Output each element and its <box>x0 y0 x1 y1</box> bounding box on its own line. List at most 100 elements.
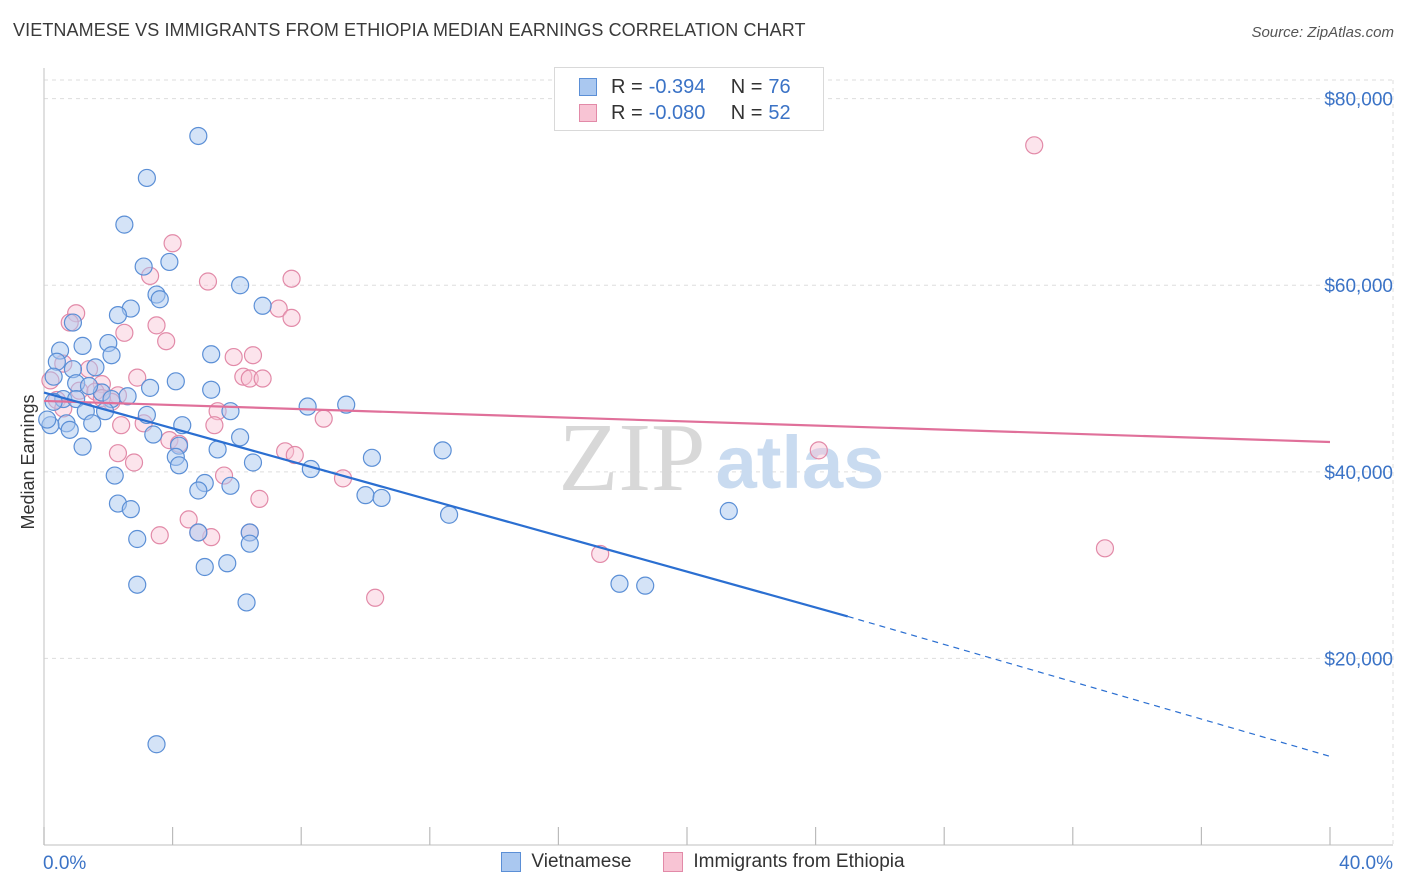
vietnamese-point <box>38 410 57 429</box>
vietnamese-point <box>115 215 134 234</box>
vietnamese-point <box>63 313 83 332</box>
ethiopia-point <box>108 444 128 463</box>
legend-n-value: 76 <box>768 75 791 98</box>
ethiopia-point <box>163 234 182 253</box>
ethiopia-point <box>205 416 224 435</box>
vietnamese-point <box>240 534 259 553</box>
vietnamese-point <box>147 735 166 754</box>
vietnamese-point <box>195 557 214 577</box>
correlation-legend: R = -0.394 N = 76 R = -0.080 N = 52 <box>554 67 824 131</box>
legend-n-value: 52 <box>768 101 791 124</box>
legend-swatch-vietnamese <box>501 852 522 872</box>
legend-swatch-ethiopia <box>663 852 684 872</box>
legend-item-vietnamese[interactable]: Vietnamese <box>501 851 631 873</box>
vietnamese-point <box>140 378 160 397</box>
ethiopia-point <box>124 453 144 472</box>
legend-r-label: R = <box>611 75 643 98</box>
vietnamese-point <box>128 575 147 594</box>
vietnamese-point <box>189 523 208 542</box>
x-tick-label: 0.0% <box>43 853 86 874</box>
vietnamese-point <box>202 380 221 399</box>
y-tick-label: $40,000 <box>1324 463 1393 484</box>
vietnamese-point <box>105 466 124 485</box>
ethiopia-point <box>234 367 253 386</box>
vietnamese-point <box>79 376 99 396</box>
vietnamese-point <box>362 448 382 467</box>
vietnamese-point <box>60 420 79 439</box>
legend-swatch-ethiopia <box>579 104 597 122</box>
vietnamese-point <box>719 501 738 521</box>
vietnamese-point <box>134 257 153 276</box>
ethiopia-point <box>128 368 147 387</box>
ethiopia-point <box>240 369 259 388</box>
vietnamese-point <box>73 437 92 456</box>
ethiopia-point <box>1025 136 1044 155</box>
chart-source: Source: ZipAtlas.com <box>1251 24 1394 41</box>
chart-title: VIETNAMESE VS IMMIGRANTS FROM ETHIOPIA M… <box>13 20 806 40</box>
vietnamese-point <box>221 476 240 495</box>
ethiopia-point <box>115 323 134 342</box>
ethiopia-point <box>285 445 304 465</box>
vietnamese-point <box>102 346 121 365</box>
vietnamese-point <box>439 505 459 524</box>
ethiopia-point <box>809 441 828 460</box>
vietnamese-point <box>636 576 655 595</box>
vietnamese-point <box>237 593 256 612</box>
y-tick-label: $80,000 <box>1324 90 1393 111</box>
vietnamese-point <box>83 414 102 433</box>
vietnamese-point <box>218 554 237 573</box>
legend-label-vietnamese: Vietnamese <box>531 851 632 872</box>
vietnamese-point <box>221 402 240 421</box>
watermark-atlas: atlas <box>716 421 885 504</box>
ethiopia-point <box>1095 539 1115 558</box>
vietnamese-point <box>189 481 208 500</box>
ethiopia-point <box>179 510 198 529</box>
ethiopia-trend-line <box>43 399 1331 444</box>
legend-n-label: N = <box>730 75 763 98</box>
ethiopia-point <box>224 347 243 367</box>
vietnamese-trend-line <box>43 391 849 618</box>
vietnamese-point <box>86 358 105 377</box>
y-tick-label: $20,000 <box>1324 649 1393 670</box>
trend-lines <box>43 391 1331 757</box>
ethiopia-point <box>253 369 272 388</box>
vietnamese-point <box>128 529 147 549</box>
ethiopia-point <box>198 272 218 291</box>
vietnamese-point <box>144 425 163 444</box>
ethiopia-point <box>243 346 263 365</box>
legend-row-vietnamese: R = -0.394 N = 76 <box>579 74 791 100</box>
ethiopia-point <box>157 332 176 351</box>
vietnamese-point <box>150 290 169 309</box>
vietnamese-point <box>169 456 189 475</box>
vietnamese-point <box>253 296 272 315</box>
ethiopia-point <box>147 316 166 335</box>
vietnamese-point <box>160 252 179 272</box>
vietnamese-point <box>231 428 250 447</box>
vietnamese-point <box>189 126 208 146</box>
y-tick-label: $60,000 <box>1324 276 1393 297</box>
vietnamese-point <box>108 305 128 325</box>
ethiopia-point <box>282 308 301 327</box>
vietnamese-point <box>610 574 629 593</box>
vietnamese-point <box>202 345 221 364</box>
vietnamese-point <box>433 441 452 460</box>
axes <box>43 68 1393 846</box>
vietnamese-point <box>337 395 356 414</box>
vietnamese-point <box>137 168 156 188</box>
vietnamese-point <box>231 276 250 295</box>
vietnamese-point <box>47 352 66 371</box>
vietnamese-point <box>298 397 317 416</box>
ethiopia-point <box>112 416 131 435</box>
vietnamese-point <box>44 367 63 386</box>
ethiopia-point <box>150 526 169 545</box>
legend-r-label: R = <box>611 101 643 124</box>
legend-item-ethiopia[interactable]: Immigrants from Ethiopia <box>663 851 905 873</box>
ethiopia-point <box>314 409 333 428</box>
legend-row-ethiopia: R = -0.080 N = 52 <box>579 100 791 126</box>
x-tick-label: 40.0% <box>1339 853 1393 874</box>
legend-swatch-vietnamese <box>579 78 597 96</box>
ethiopia-point <box>366 588 385 607</box>
series-legend: Vietnamese Immigrants from Ethiopia <box>0 851 1406 873</box>
legend-n-label: N = <box>730 101 763 124</box>
